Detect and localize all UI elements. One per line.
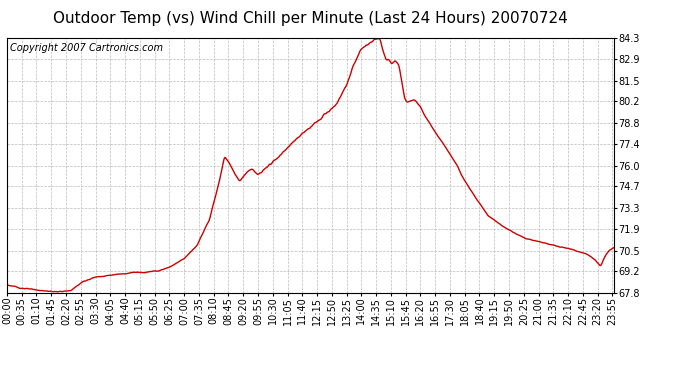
- Text: Copyright 2007 Cartronics.com: Copyright 2007 Cartronics.com: [10, 43, 163, 52]
- Text: Outdoor Temp (vs) Wind Chill per Minute (Last 24 Hours) 20070724: Outdoor Temp (vs) Wind Chill per Minute …: [53, 11, 568, 26]
